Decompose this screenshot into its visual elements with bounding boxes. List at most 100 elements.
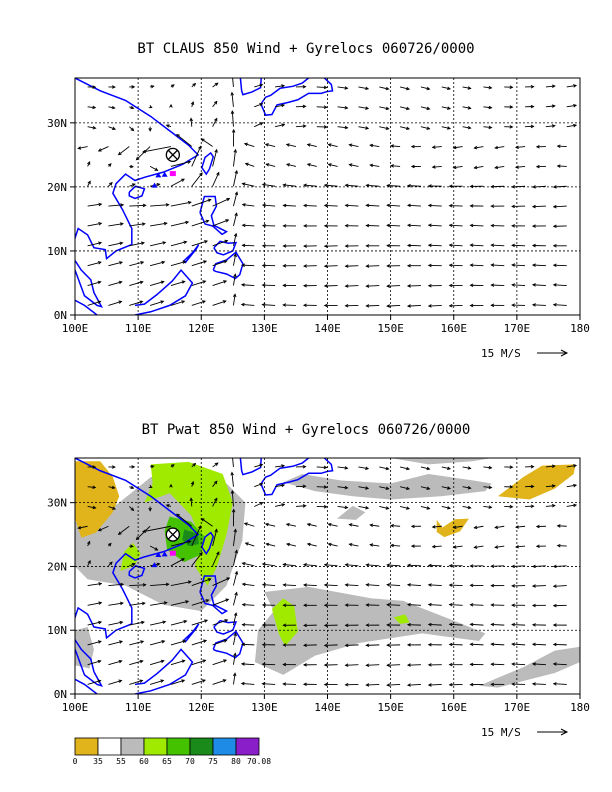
wind-vector-head <box>231 508 236 513</box>
wind-vector-head <box>427 184 432 188</box>
y-tick-label: 10N <box>47 245 67 258</box>
wind-vector <box>233 170 238 187</box>
wind-vector-head <box>406 243 411 248</box>
wind-vector-head <box>385 106 390 111</box>
wind-vector <box>254 464 263 468</box>
wind-vector-head <box>281 123 286 127</box>
coastline <box>239 458 262 476</box>
wind-vector <box>366 683 380 686</box>
wind-vector <box>212 101 218 108</box>
wind-vector <box>324 204 338 207</box>
wind-vector-head <box>556 144 561 148</box>
wind-vector <box>491 623 505 626</box>
wind-vector <box>441 466 451 470</box>
wind-vector <box>212 619 228 626</box>
wind-vector <box>566 124 577 128</box>
wind-vector-head <box>241 203 246 207</box>
wind-vector-head <box>97 280 102 285</box>
wind-vector-head <box>431 525 436 529</box>
wind-vector-head <box>323 583 328 587</box>
wind-vector <box>307 143 317 147</box>
reference-vector-label: 15 M/S <box>481 347 521 360</box>
wind-vector <box>275 104 285 108</box>
wind-vector <box>212 260 227 267</box>
wind-vector <box>349 144 359 147</box>
wind-vector <box>379 506 389 509</box>
x-tick-label: 110E <box>125 322 152 335</box>
wind-vector <box>428 624 442 626</box>
wind-vector <box>254 84 263 88</box>
wind-vector-head <box>344 105 349 110</box>
wind-vector <box>170 640 186 646</box>
wind-vector-head <box>214 82 219 87</box>
wind-vector-head <box>535 544 540 548</box>
wind-vector-head <box>365 623 370 627</box>
wind-vector-head <box>282 662 287 667</box>
wind-vector-head <box>224 239 229 244</box>
wind-vector-head <box>323 264 328 268</box>
wind-vector-head <box>97 261 102 265</box>
wind-vector-head <box>406 486 411 491</box>
wind-vector <box>233 254 237 266</box>
wind-vector-head <box>490 622 495 627</box>
y-tick-label: 20N <box>47 560 67 573</box>
wind-vector <box>191 619 208 626</box>
wind-vector-head <box>303 264 307 268</box>
wind-vector-head <box>514 544 519 549</box>
wind-vector-head <box>511 204 515 209</box>
wind-vector <box>532 643 546 646</box>
wind-vector-head <box>531 243 536 248</box>
wind-vector-head <box>323 682 328 687</box>
wind-vector-head <box>214 497 218 502</box>
wind-vector <box>78 146 88 149</box>
coastline <box>201 151 215 176</box>
wind-vector-head <box>552 283 557 287</box>
wind-vector <box>265 143 276 147</box>
wind-vector-head <box>448 283 453 288</box>
wind-vector-head <box>120 582 125 587</box>
wind-vector-head <box>573 483 578 488</box>
pwat-shade <box>254 586 486 675</box>
wind-vector-head <box>573 464 578 468</box>
wind-vector-head <box>490 263 495 267</box>
wind-vector-head <box>118 659 123 664</box>
wind-vector <box>387 224 401 227</box>
wind-vector-head <box>365 506 370 510</box>
wind-vector <box>108 660 122 666</box>
wind-vector <box>241 683 255 685</box>
wind-vector-head <box>452 545 457 549</box>
wind-vector-head <box>473 545 478 549</box>
wind-vector <box>553 585 567 587</box>
wind-vector-head <box>141 222 146 226</box>
wind-vector-head <box>261 283 266 287</box>
wind-vector <box>449 604 463 606</box>
wind-vector-head <box>323 603 328 608</box>
wind-vector-head <box>302 303 307 308</box>
wind-vector <box>491 643 505 646</box>
wind-vector <box>108 223 124 227</box>
wind-vector-head <box>426 506 431 510</box>
wind-vector-head <box>282 224 287 228</box>
wind-vector-head <box>490 184 495 189</box>
wind-vector-head <box>259 482 264 487</box>
wind-vector-head <box>323 485 328 489</box>
coastline <box>75 678 99 694</box>
wind-vector <box>129 301 143 306</box>
wind-vector-head <box>97 640 102 644</box>
wind-vector <box>303 184 317 187</box>
wind-vector <box>118 146 130 156</box>
wind-vector-head <box>286 163 290 167</box>
wind-vector <box>283 563 296 567</box>
gyre-center-cross <box>167 529 178 540</box>
colorbar-label: 0 <box>73 757 78 766</box>
wind-vector-head <box>302 663 307 667</box>
wind-vector-head <box>185 600 190 604</box>
wind-vector <box>275 85 285 88</box>
wind-vector-head <box>87 161 91 165</box>
wind-vector-head <box>225 598 230 602</box>
wind-vector-head <box>233 148 237 153</box>
wind-vector-head <box>469 622 474 627</box>
wind-vector <box>242 244 255 247</box>
wind-vector-head <box>386 683 391 687</box>
wind-vector <box>170 178 185 187</box>
